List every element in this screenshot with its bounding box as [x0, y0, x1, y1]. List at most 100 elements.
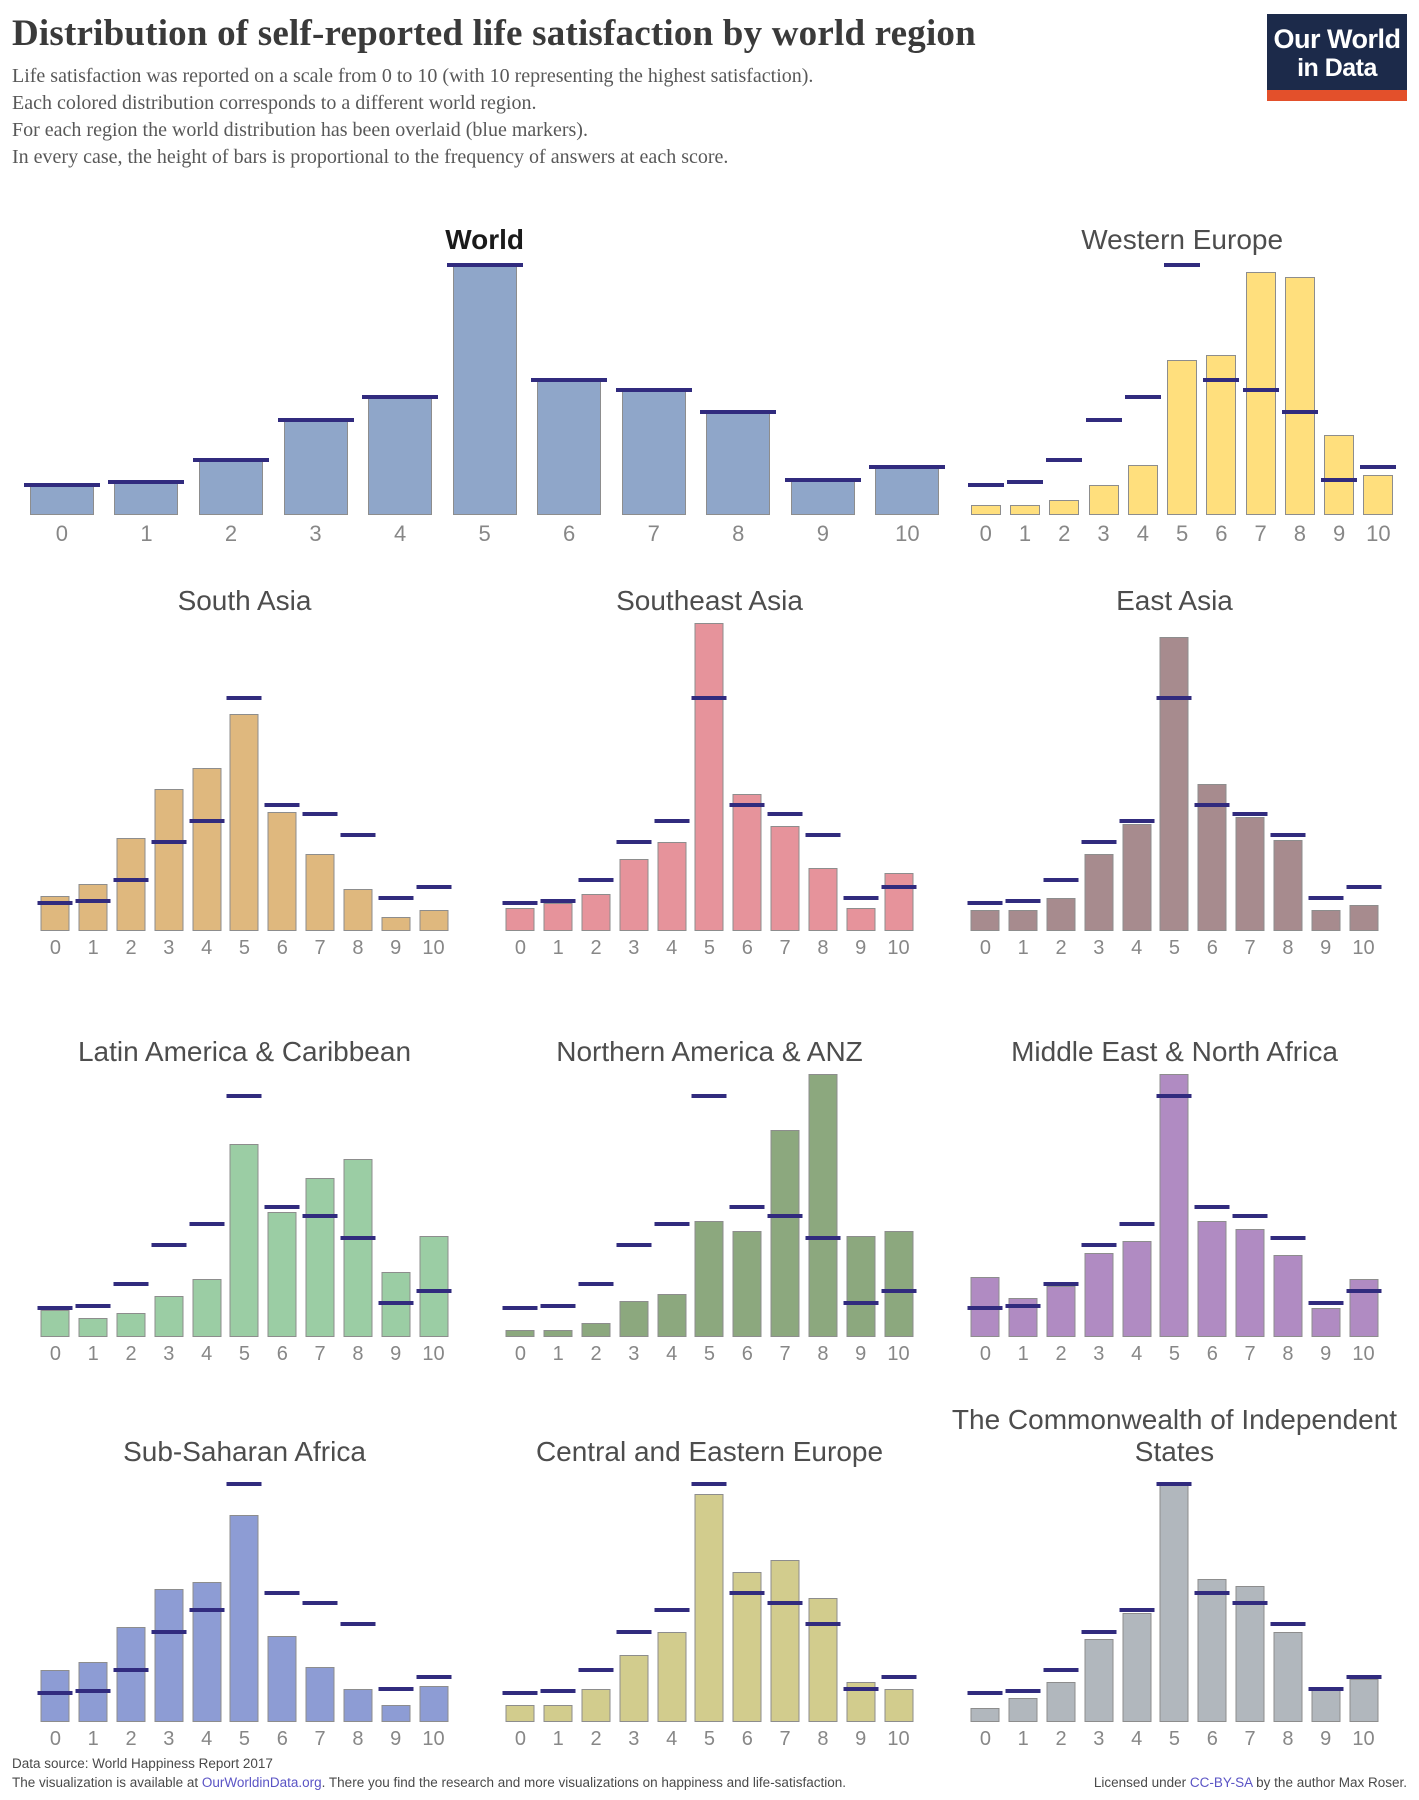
- score-slot-9: [1307, 1472, 1345, 1722]
- score-slot-8: [339, 1072, 377, 1337]
- owid-logo: Our World in Data: [1267, 14, 1407, 101]
- world-marker-score-5: [226, 696, 262, 700]
- x-axis-label-6: 6: [1215, 521, 1228, 546]
- bar-score-1: [78, 884, 108, 931]
- x-axis-label-10: 10: [1366, 521, 1391, 546]
- x-axis-label-7: 7: [779, 1728, 791, 1750]
- bar-score-3: [154, 1589, 184, 1722]
- x-axis-label-4: 4: [393, 521, 407, 546]
- score-slot-5: [442, 260, 527, 515]
- world-marker-score-4: [1119, 819, 1155, 823]
- score-slot-6: [1193, 1072, 1231, 1337]
- x-axis-labels: 0 1 2 3 4 5 6 7 8 9 10: [37, 1722, 453, 1753]
- x-axis-label-1: 1: [552, 1343, 564, 1365]
- bar-score-5: [1159, 637, 1189, 931]
- plot-area: [37, 621, 453, 931]
- score-slot-5: [1156, 1472, 1194, 1722]
- score-slot-9: [377, 621, 415, 931]
- bar-score-5: [694, 623, 724, 931]
- score-slot-8: [696, 260, 781, 515]
- x-axis-label-8: 8: [352, 937, 364, 959]
- x-axis-label-10: 10: [422, 937, 445, 959]
- x-axis-label-4: 4: [1136, 521, 1149, 546]
- world-marker-score-5: [691, 1482, 727, 1486]
- bar-score-1: [543, 903, 573, 931]
- score-slot-1: [539, 1472, 577, 1722]
- bar-score-4: [657, 842, 687, 931]
- world-marker-score-8: [340, 833, 376, 837]
- bar-score-3: [1084, 1253, 1114, 1337]
- x-axis-label-3: 3: [1093, 1728, 1105, 1750]
- bar-score-3: [1084, 1639, 1114, 1722]
- score-slot-6: [1202, 260, 1241, 515]
- x-axis-label-5: 5: [478, 521, 491, 546]
- panel-title: South Asia: [177, 585, 312, 616]
- world-marker-score-6: [264, 1591, 300, 1595]
- x-axis-label-8: 8: [732, 521, 745, 546]
- score-slot-6: [263, 1072, 301, 1337]
- world-marker-score-3: [151, 1630, 187, 1634]
- world-marker-score-8: [1270, 1622, 1306, 1626]
- score-slot-3: [150, 1072, 188, 1337]
- world-marker-score-9: [378, 896, 414, 900]
- bar-score-9: [381, 917, 411, 931]
- x-axis-label-2: 2: [125, 1728, 137, 1750]
- world-marker-score-4: [362, 395, 439, 399]
- bar-score-2: [581, 1323, 611, 1337]
- x-axis-label-2: 2: [1058, 521, 1071, 546]
- score-slot-2: [112, 1072, 150, 1337]
- score-slot-7: [301, 1072, 339, 1337]
- x-axis-label-4: 4: [201, 1728, 213, 1750]
- world-marker-score-9: [1308, 1687, 1344, 1691]
- x-axis-label-5: 5: [703, 1343, 716, 1365]
- bar-score-8: [1273, 840, 1303, 931]
- bar-score-0: [505, 1330, 535, 1337]
- score-slot-10: [1345, 1072, 1383, 1337]
- world-marker-score-8: [1270, 833, 1306, 837]
- x-axis-label-0: 0: [979, 1343, 991, 1365]
- x-axis-label-2: 2: [590, 937, 602, 959]
- score-slot-1: [1004, 621, 1042, 931]
- bar-score-2: [1046, 1682, 1076, 1722]
- score-slot-5: [226, 1072, 264, 1337]
- panel-title: Sub-Saharan Africa: [123, 1436, 366, 1467]
- bar-score-8: [1273, 1255, 1303, 1337]
- license-link[interactable]: CC-BY-SA: [1189, 1775, 1253, 1790]
- x-axis-labels: 0 1 2 3 4 5 6 7 8 9 10: [967, 1337, 1383, 1368]
- bar-score-9: [790, 480, 855, 515]
- bar-score-7: [770, 1560, 800, 1722]
- panel-central-and-eastern-europe: Central and Eastern Europe 0 1 2 3 4 5 6 7 8 9 10: [477, 1396, 942, 1753]
- world-marker-score-8: [805, 1236, 841, 1240]
- x-axis-label-5: 5: [1168, 1343, 1181, 1365]
- bar-score-9: [846, 1236, 876, 1337]
- panel-title: Central and Eastern Europe: [535, 1436, 884, 1467]
- world-marker-score-5: [1164, 263, 1201, 267]
- score-slot-2: [1042, 1072, 1080, 1337]
- bar-score-0: [505, 908, 535, 931]
- x-axis-label-9: 9: [1320, 1728, 1332, 1750]
- score-slot-6: [527, 260, 612, 515]
- panel-title: Southeast Asia: [616, 585, 803, 616]
- score-slot-0: [967, 1072, 1005, 1337]
- score-slot-10: [1345, 1472, 1383, 1722]
- score-slot-0: [502, 1072, 540, 1337]
- world-marker-score-10: [881, 1675, 917, 1679]
- score-slot-6: [1193, 621, 1231, 931]
- x-axis-label-4: 4: [666, 1343, 678, 1365]
- world-marker-score-9: [1308, 1301, 1344, 1305]
- world-marker-score-2: [578, 1282, 614, 1286]
- score-slot-1: [539, 621, 577, 931]
- x-axis-label-3: 3: [163, 1343, 175, 1365]
- world-marker-score-0: [502, 901, 538, 905]
- x-axis-label-0: 0: [979, 1728, 991, 1750]
- x-axis-label-3: 3: [628, 1343, 640, 1365]
- world-marker-score-4: [1124, 395, 1161, 399]
- bar-score-0: [29, 485, 94, 515]
- x-axis-labels: 0 1 2 3 4 5 6 7 8 9 10: [37, 931, 453, 962]
- world-marker-score-0: [967, 1306, 1003, 1310]
- owid-logo-line1: Our World: [1273, 24, 1402, 54]
- x-axis-label-2: 2: [125, 1343, 137, 1365]
- score-slot-2: [112, 1472, 150, 1722]
- x-axis-label-8: 8: [1282, 1728, 1294, 1750]
- owid-link[interactable]: OurWorldinData.org: [201, 1775, 322, 1790]
